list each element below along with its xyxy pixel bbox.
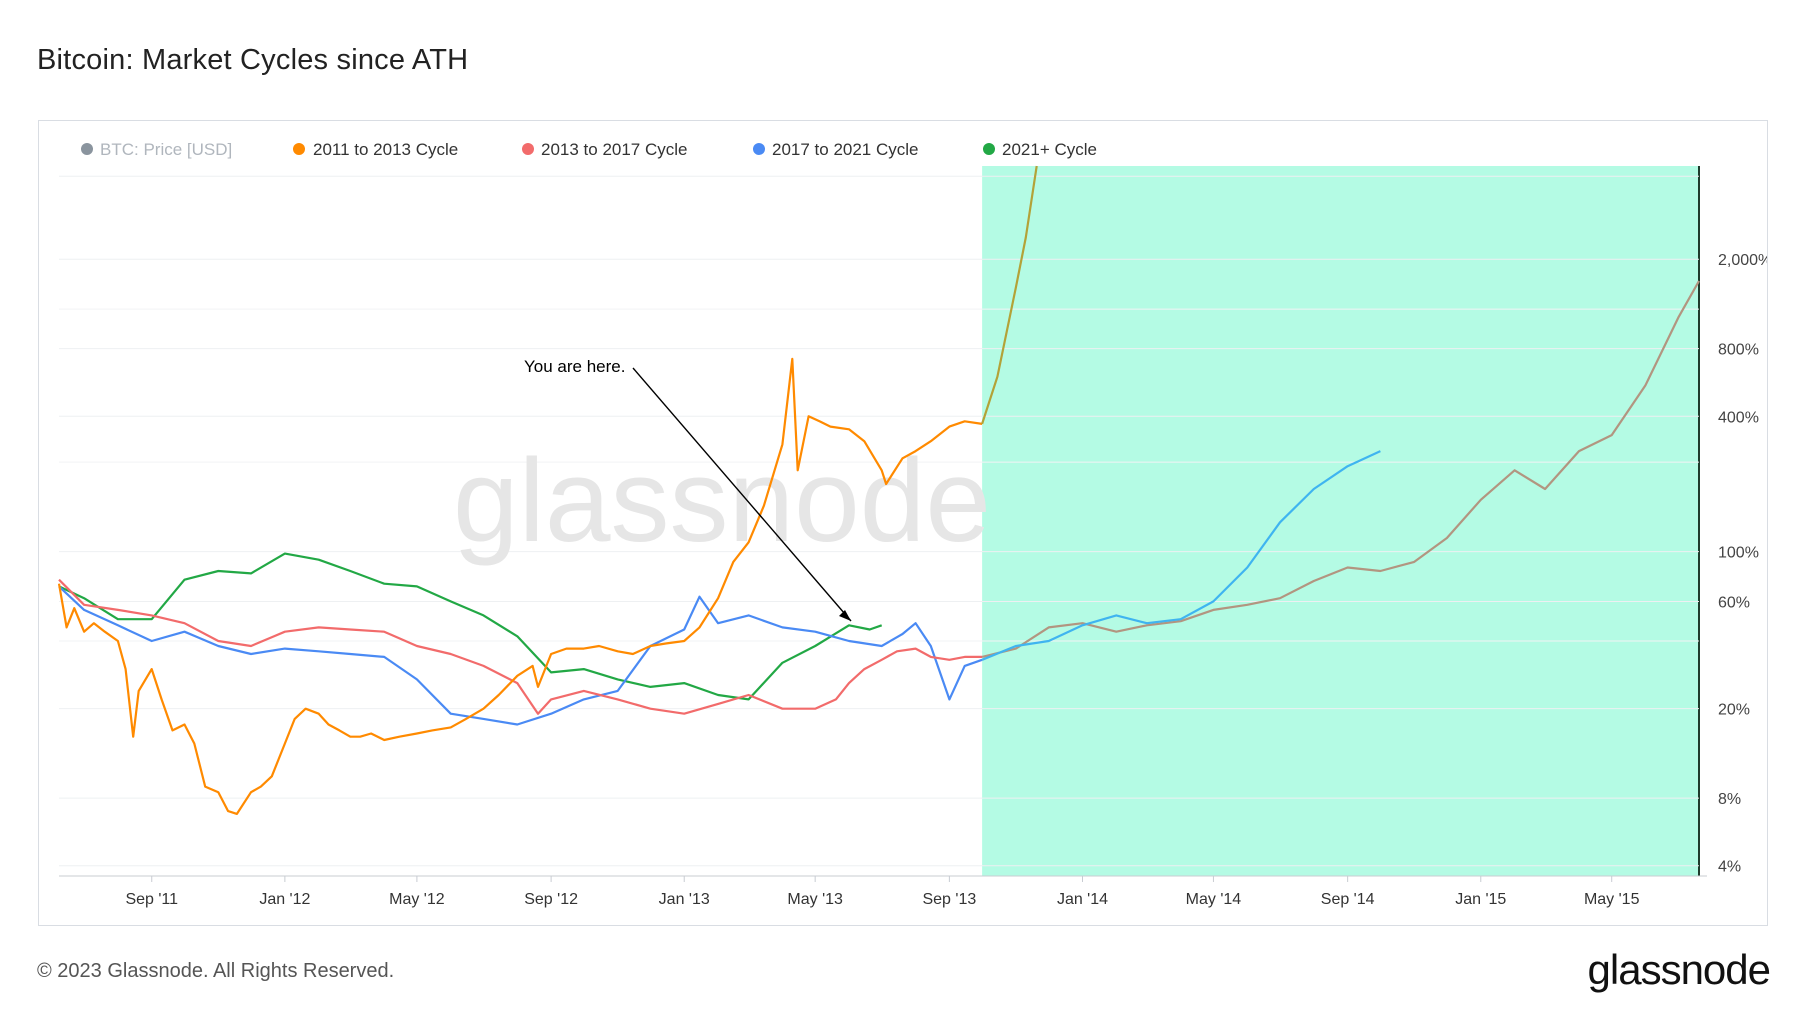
series-line-2011-cycle — [57, 357, 983, 816]
legend-item-2013-cycle[interactable]: 2013 to 2017 Cycle — [522, 140, 688, 159]
series-line-2021-cycle — [58, 552, 883, 701]
x-tick-label: Sep '14 — [1321, 891, 1375, 908]
x-tick-label: May '13 — [787, 891, 843, 908]
y-tick-label: 400% — [1718, 409, 1759, 426]
chart-svg: BTC: Price [USD] 2011 to 2013 Cycle 2013… — [57, 140, 1772, 908]
x-tick-label: Jan '13 — [659, 891, 710, 908]
x-tick-label: Jan '12 — [259, 891, 310, 908]
legend-item-2011-cycle[interactable]: 2011 to 2013 Cycle — [293, 140, 458, 159]
legend-label-2017-cycle: 2017 to 2021 Cycle — [772, 140, 919, 159]
gridlines — [59, 175, 1699, 867]
annotation-arrow — [632, 367, 852, 622]
projection-line-2017-cycle — [981, 450, 1381, 661]
legend-label-2021-cycle: 2021+ Cycle — [1002, 140, 1097, 159]
projection-line-2013-cycle — [981, 280, 1700, 658]
series-line-2017-cycle — [58, 585, 983, 726]
annotation: You are here. — [524, 357, 852, 622]
y-tick-label: 8% — [1718, 791, 1741, 808]
x-tick-label: Sep '11 — [125, 891, 178, 908]
x-tick-label: May '12 — [389, 891, 445, 908]
y-tick-label: 100% — [1718, 545, 1759, 562]
x-tick-label: Sep '13 — [922, 891, 976, 908]
annotation-label: You are here. — [524, 357, 625, 376]
y-tick-label: 2,000% — [1718, 252, 1767, 269]
legend-label-btc-price: BTC: Price [USD] — [100, 140, 232, 159]
x-tick-label: Jan '15 — [1455, 891, 1506, 908]
x-tick-label: Sep '12 — [524, 891, 578, 908]
projection-line-2011-cycle — [981, 165, 1038, 425]
legend-item-2021-cycle[interactable]: 2021+ Cycle — [983, 140, 1097, 159]
x-axis: Sep '11 Jan '12 May '12 Sep '12 Jan '13 May '… — [59, 875, 1707, 908]
legend-label-2013-cycle: 2013 to 2017 Cycle — [541, 140, 688, 159]
legend-item-btc-price[interactable]: BTC: Price [USD] — [81, 140, 232, 159]
series-line-2013-cycle — [58, 578, 983, 715]
copyright: © 2023 Glassnode. All Rights Reserved. — [37, 960, 395, 982]
chart-title: Bitcoin: Market Cycles since ATH — [37, 44, 469, 76]
x-tick-label: May '15 — [1584, 891, 1640, 908]
y-tick-label: 20% — [1718, 702, 1750, 719]
glassnode-logo: glassnode — [1587, 946, 1771, 993]
y-tick-label: 4% — [1718, 859, 1741, 876]
y-tick-label: 800% — [1718, 342, 1759, 359]
legend: BTC: Price [USD] 2011 to 2013 Cycle 2013… — [81, 140, 1097, 159]
highlight-rect — [982, 166, 1699, 876]
x-tick-label: Jan '14 — [1057, 891, 1108, 908]
highlight-region — [982, 166, 1700, 876]
x-tick-label: May '14 — [1186, 891, 1242, 908]
chart-panel: BTC: Price [USD] 2011 to 2013 Cycle 2013… — [38, 120, 1772, 926]
legend-item-2017-cycle[interactable]: 2017 to 2021 Cycle — [753, 140, 919, 159]
series-lines — [57, 165, 1700, 816]
legend-label-2011-cycle: 2011 to 2013 Cycle — [313, 140, 458, 159]
y-tick-label: 60% — [1718, 594, 1750, 611]
y-axis: 4% 8% 20% 60% 100% 400% 800% 2,000% — [1718, 252, 1772, 876]
annotation-arrowhead — [839, 610, 851, 621]
watermark: glassnode — [453, 435, 991, 567]
